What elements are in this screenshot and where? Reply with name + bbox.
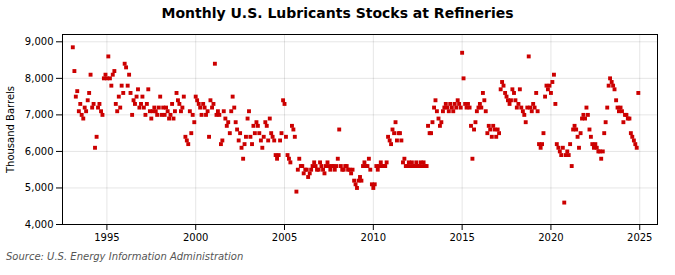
- svg-text:1995: 1995: [94, 232, 119, 243]
- html-text:Source: U.S. Energy Informatio: Source: U.S. Energy Information Administ…: [6, 251, 244, 262]
- svg-text:7,000: 7,000: [25, 109, 54, 120]
- svg-text:8,000: 8,000: [25, 73, 54, 84]
- svg-text:2000: 2000: [183, 232, 208, 243]
- svg-text:6,000: 6,000: [25, 146, 54, 157]
- svg-text:2005: 2005: [272, 232, 297, 243]
- svg-text:Thousand Barrels: Thousand Barrels: [5, 86, 16, 174]
- svg-text:2015: 2015: [449, 232, 474, 243]
- svg-text:5,000: 5,000: [25, 182, 54, 193]
- svg-text:4,000: 4,000: [25, 219, 54, 230]
- svg-text:2020: 2020: [538, 232, 563, 243]
- svg-text:2025: 2025: [627, 232, 652, 243]
- svg-text:2010: 2010: [361, 232, 386, 243]
- svg-text:9,000: 9,000: [25, 36, 54, 47]
- html-text:Monthly U.S. Lubricants Stocks: Monthly U.S. Lubricants Stocks at Refine…: [161, 5, 514, 21]
